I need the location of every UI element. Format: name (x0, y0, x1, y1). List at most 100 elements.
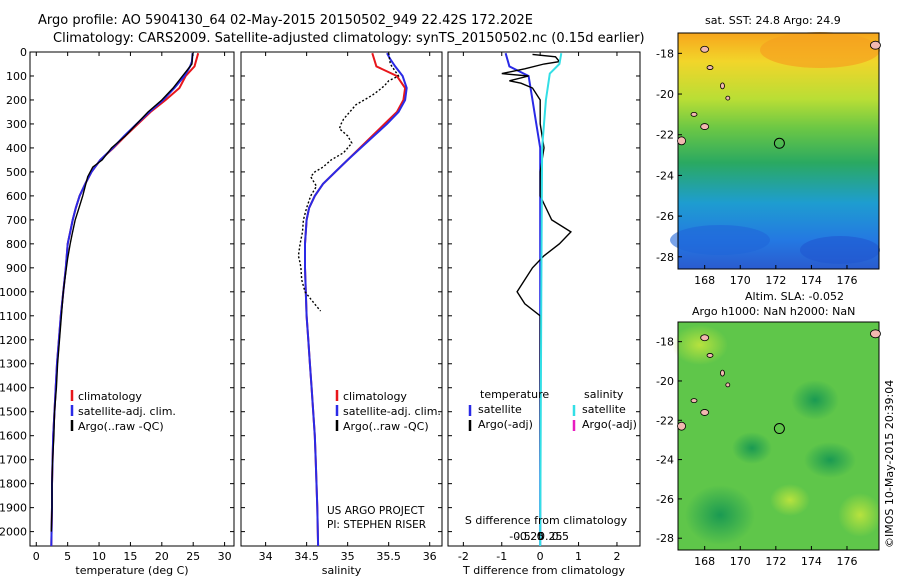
legend-label: Argo(..raw -QC) (78, 420, 164, 433)
island-shape (677, 421, 686, 431)
pi-annotation: PI: STEPHEN RISER (327, 519, 426, 531)
plot-frame (240, 51, 443, 547)
island-shape (725, 95, 731, 101)
map-lat-label: -22 (656, 129, 674, 142)
legend-label: satellite (582, 403, 626, 416)
legend-title-temperature: temperature (480, 388, 549, 401)
temperature-satellite-line (504, 52, 542, 546)
satellite-adj-clim-line (50, 53, 194, 547)
sst-warm-patch (760, 32, 880, 68)
salinity-satellite-line (539, 53, 563, 547)
figure-title-line1: Argo profile: AO 5904130_64 02-May-2015 … (38, 13, 533, 28)
x-tick-label: 34 (259, 550, 273, 563)
island-shape (720, 82, 725, 90)
sla-low-4 (685, 485, 755, 545)
difference-panel: -2 -1 0 1 2T difference from climatology -0.5… (447, 51, 641, 577)
map-lon-label: 176 (836, 274, 857, 287)
sla-low-1 (791, 380, 839, 420)
map-lat-label: -24 (656, 169, 674, 182)
x-tick-label: 10 (92, 550, 106, 563)
plot-frame (447, 51, 641, 547)
x-tick-label: 35.5 (376, 550, 401, 563)
x-tick-label: 0 (33, 550, 40, 563)
depth-tick-label: 700 (6, 214, 27, 227)
depth-tick-label: 300 (6, 118, 27, 131)
argo-float-marker (773, 423, 785, 435)
sla-high-ne (672, 325, 728, 365)
sla-high-se (838, 493, 882, 537)
x-axis-label: salinity (322, 564, 362, 577)
depth-tick-label: 1700 (0, 454, 27, 467)
depth-tick-label: 800 (6, 238, 27, 251)
x-tick-label: 1 (575, 550, 582, 563)
figure-title-line2: Climatology: CARS2009. Satellite-adjuste… (53, 31, 645, 46)
legend-title-salinity: salinity (584, 388, 624, 401)
sst-cool-patch-east (800, 236, 880, 264)
sla-low-2 (732, 432, 772, 464)
island-shape (706, 65, 714, 70)
depth-tick-label: 600 (6, 190, 27, 203)
island-shape (677, 136, 686, 146)
x-tick-label: 2 (613, 550, 620, 563)
legend-label: Argo(-adj) (582, 418, 637, 431)
island-shape (700, 123, 710, 130)
s-axis-label: S difference from climatology (465, 514, 628, 527)
depth-tick-label: 1200 (0, 334, 27, 347)
climatology-line (304, 52, 407, 547)
map-lat-label: -28 (656, 532, 674, 545)
sla-high-s (770, 484, 810, 516)
map-lon-label: 168 (694, 555, 715, 568)
legend-label: satellite (478, 403, 522, 416)
sla-map-subtitle: Argo h1000: NaN h2000: NaN (692, 305, 855, 318)
map-lat-label: -26 (656, 493, 674, 506)
island-shape (870, 329, 881, 339)
x-tick-label: -1 (496, 550, 507, 563)
legend-label: Argo(..raw -QC) (343, 420, 429, 433)
depth-tick-label: 2000 (0, 526, 27, 539)
legend-label: climatology (78, 390, 142, 403)
map-lon-label: 172 (765, 274, 786, 287)
x-tick-label: 20 (155, 550, 169, 563)
x-tick-label: 0 (537, 550, 544, 563)
s-tick-label: -0.25 (516, 530, 544, 543)
argo-float-marker (773, 137, 785, 149)
temperature-argo-adj-line (501, 53, 573, 532)
sla-map-frame (677, 321, 880, 551)
depth-tick-label: 200 (6, 94, 27, 107)
sst-map-title: sat. SST: 24.8 Argo: 24.9 (705, 14, 841, 27)
map-lat-label: -20 (656, 375, 674, 388)
island-shape (700, 334, 710, 342)
depth-tick-label: 500 (6, 166, 27, 179)
island-shape (700, 409, 710, 416)
sla-map (672, 321, 882, 551)
map-lon-label: 174 (801, 555, 822, 568)
x-tick-label: 25 (186, 550, 200, 563)
argo-raw-qc-line (297, 53, 400, 312)
depth-tick-label: 0 (20, 46, 27, 59)
x-tick-label: 5 (64, 550, 71, 563)
x-tick-label: 30 (218, 550, 232, 563)
temperature-panel: 0100200300400500600700800900100011001200… (0, 46, 235, 577)
x-tick-label: 15 (123, 550, 137, 563)
satellite-adj-clim-line (304, 52, 408, 547)
map-lat-label: -26 (656, 210, 674, 223)
map-lat-label: -24 (656, 454, 674, 467)
map-lat-label: -20 (656, 88, 674, 101)
map-lat-label: -28 (656, 251, 674, 264)
map-axes: 168 170 172 174 176 -18 -20 -22 -24 -26 -28 168 170 1… (656, 40, 881, 568)
map-lon-label: 170 (730, 274, 751, 287)
legend-label: satellite-adj. clim. (343, 405, 441, 418)
map-lon-label: 174 (801, 274, 822, 287)
x-tick-label: 36 (423, 550, 437, 563)
depth-tick-label: 1500 (0, 406, 27, 419)
sla-map-title: Altim. SLA: -0.052 (745, 290, 844, 303)
climatology-line (50, 52, 200, 547)
salinity-panel: 34 34.5 35 35.5 36 salinity climatology satelli… (240, 51, 443, 577)
sst-cool-patch-west (670, 225, 770, 255)
depth-tick-label: 1800 (0, 478, 27, 491)
legend-label: climatology (343, 390, 407, 403)
depth-tick-label: 1600 (0, 430, 27, 443)
depth-tick-label: 1900 (0, 502, 27, 515)
sst-map-frame (677, 32, 880, 270)
sla-low-3 (804, 442, 856, 478)
